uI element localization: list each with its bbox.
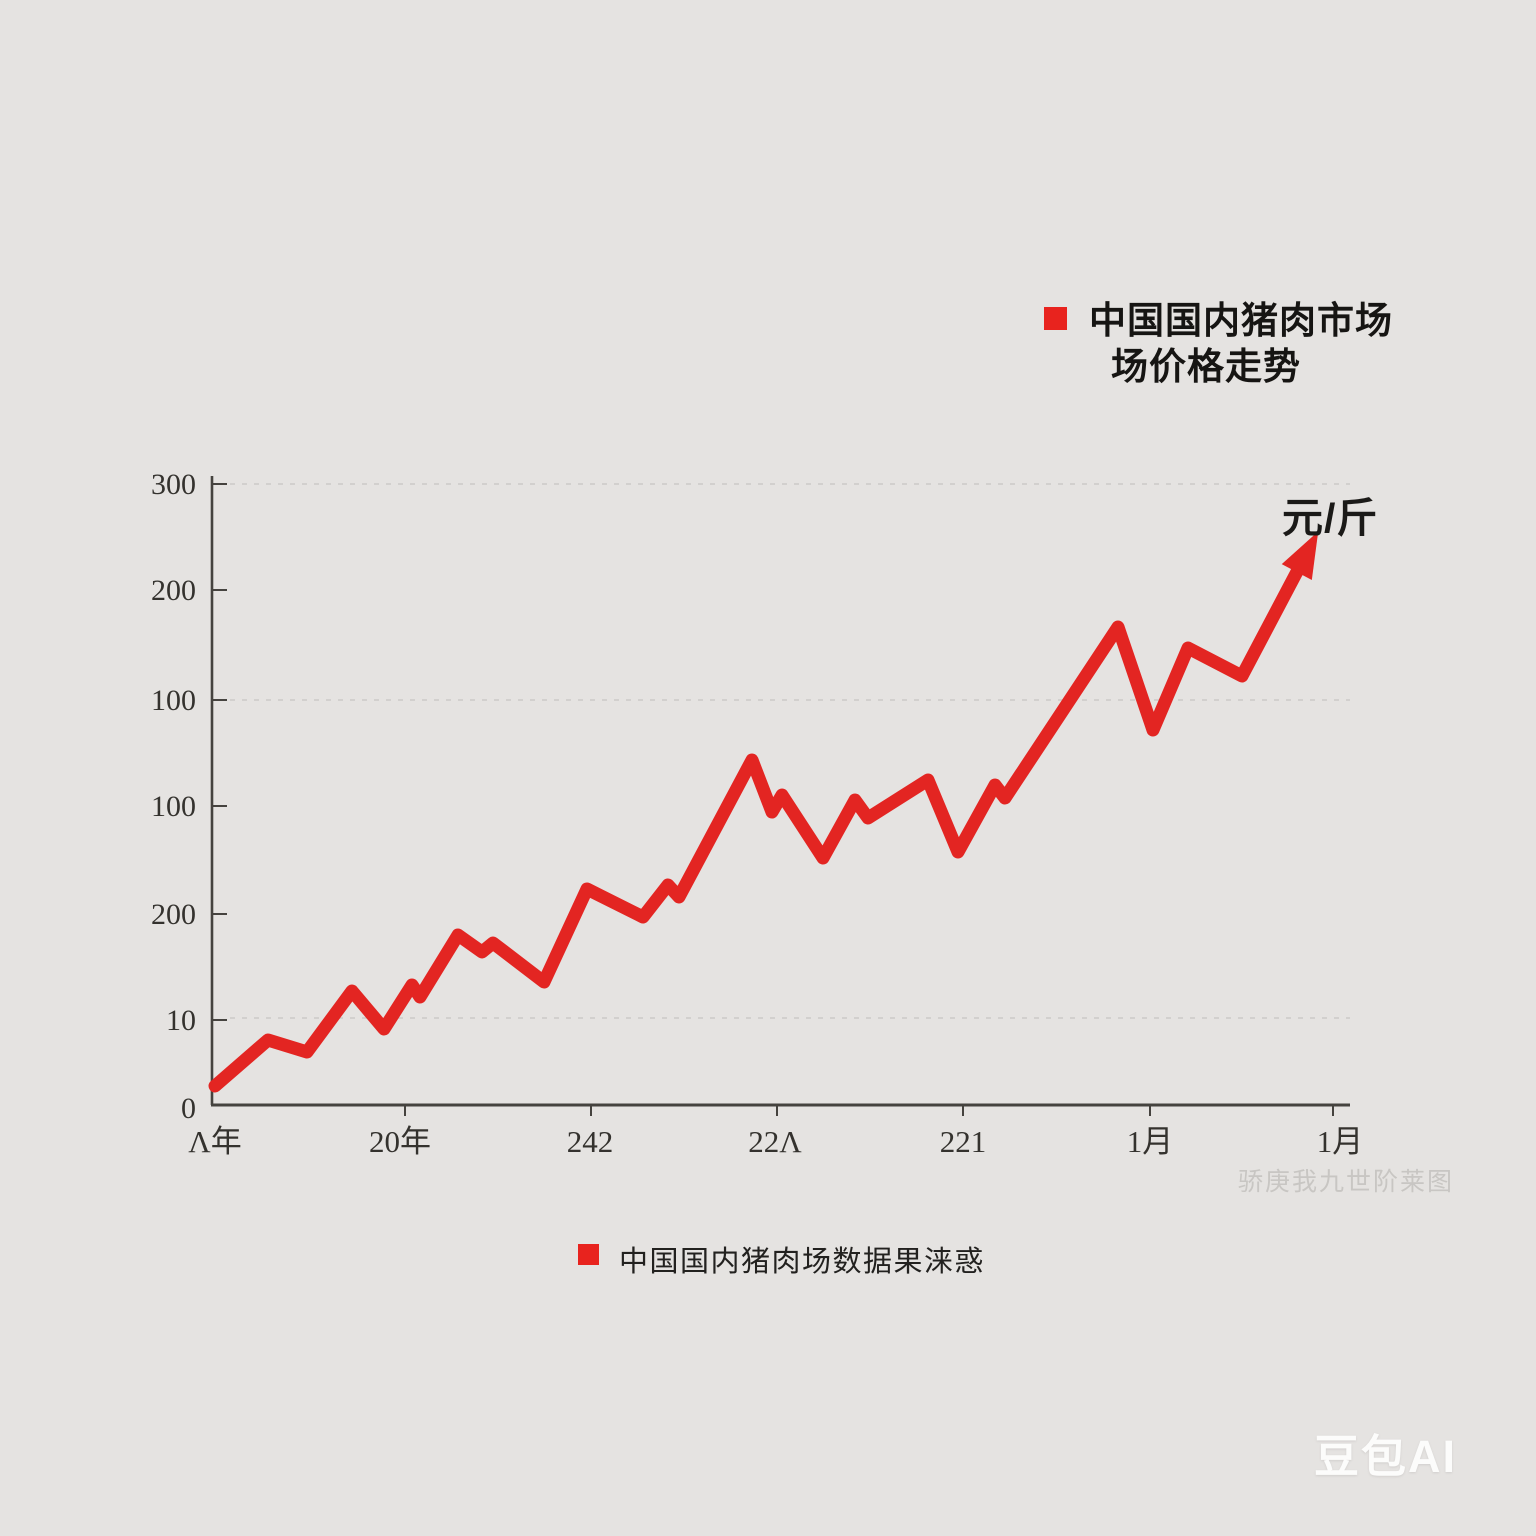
- svg-text:300: 300: [151, 468, 196, 501]
- svg-text:242: 242: [567, 1124, 614, 1159]
- legend-square-icon: [1044, 307, 1067, 330]
- svg-text:1月: 1月: [1127, 1124, 1174, 1159]
- unit-label: 元/斤: [1282, 495, 1379, 541]
- svg-text:221: 221: [940, 1124, 987, 1159]
- svg-text:1月: 1月: [1317, 1124, 1364, 1159]
- svg-text:20年: 20年: [369, 1124, 431, 1159]
- bottom-legend-label: 中国国内猪肉场数据果涞惑: [619, 1246, 986, 1278]
- chart-title: 中国国内猪肉市场 场价格走势: [1089, 298, 1393, 390]
- doubao-ai-watermark: 豆包AI: [1314, 1431, 1458, 1482]
- svg-text:200: 200: [151, 898, 196, 931]
- chart-title-legend: 中国国内猪肉市场 场价格走势: [1044, 298, 1393, 390]
- svg-text:22Λ: 22Λ: [748, 1124, 802, 1159]
- svg-text:Λ年: Λ年: [188, 1124, 241, 1159]
- svg-text:0: 0: [181, 1092, 196, 1125]
- faint-watermark-text: 骄庚我九世阶莱图: [1238, 1168, 1455, 1196]
- svg-text:100: 100: [151, 684, 196, 717]
- svg-text:100: 100: [151, 790, 196, 823]
- legend-square-icon: [578, 1244, 599, 1265]
- chart-title-line1: 中国国内猪肉市场: [1089, 300, 1393, 341]
- svg-text:10: 10: [166, 1004, 196, 1037]
- svg-text:200: 200: [151, 574, 196, 607]
- chart-title-line2: 场价格走势: [1111, 346, 1301, 387]
- bottom-legend: 中国国内猪肉场数据果涞惑: [578, 1238, 985, 1280]
